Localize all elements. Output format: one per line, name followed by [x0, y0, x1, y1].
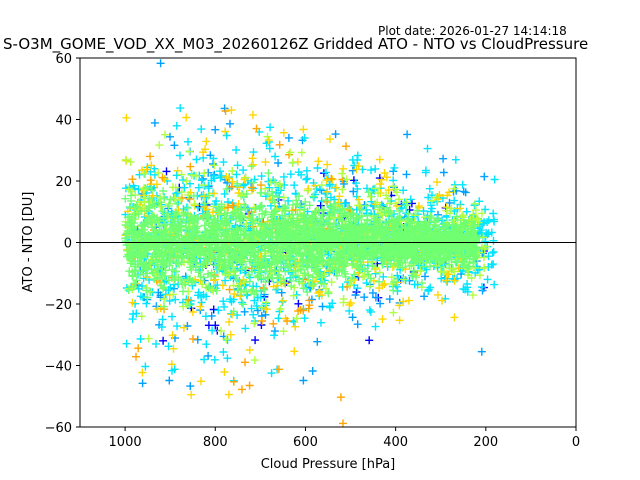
- y-tick-label: −20: [45, 298, 72, 313]
- x-tick-label: 800: [203, 435, 228, 450]
- plot-date: Plot date: 2026-01-27 14:14:18: [378, 24, 567, 38]
- scatter-points: [121, 162, 481, 316]
- series-high-density: [121, 162, 481, 316]
- x-tick-label: 0: [572, 435, 580, 450]
- chart-title: S-O3M_GOME_VOD_XX_M03_20260126Z Gridded …: [3, 35, 588, 54]
- x-tick-label: 1000: [109, 435, 142, 450]
- x-tick-label: 200: [473, 435, 498, 450]
- y-tick-label: 40: [55, 114, 72, 129]
- y-tick-label: 60: [55, 52, 72, 67]
- x-tick-label: 600: [293, 435, 318, 450]
- x-tick-label: 400: [383, 435, 408, 450]
- y-tick-label: 0: [64, 237, 72, 252]
- y-axis-ticks: −60 −40 −20 0 20 40 60: [45, 52, 80, 436]
- y-axis-label: ATO - NTO [DU]: [21, 192, 36, 293]
- y-tick-label: −40: [45, 360, 72, 375]
- y-tick-label: 20: [55, 175, 72, 190]
- x-axis-ticks: 1000 800 600 400 200 0: [109, 427, 580, 450]
- x-axis-label: Cloud Pressure [hPa]: [261, 457, 396, 472]
- data-points: [121, 59, 499, 427]
- y-tick-label: −60: [45, 421, 72, 436]
